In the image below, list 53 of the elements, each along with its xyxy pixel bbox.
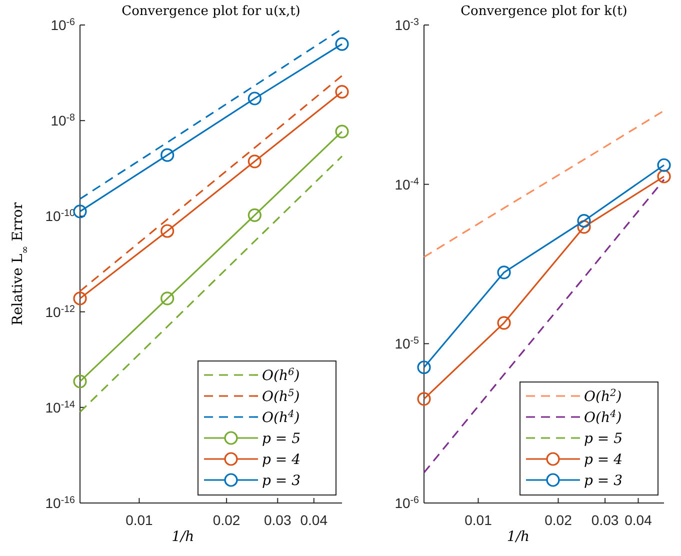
y-tick-label: 10$^{-6}$ <box>50 16 76 33</box>
x-tick-label: 0.04 <box>624 512 652 528</box>
chart-title: Convergence plot for k(t) <box>460 4 628 19</box>
legend-label: p = 3 <box>584 473 623 489</box>
point <box>160 148 174 162</box>
point <box>577 220 591 234</box>
x-tick-label: 0.03 <box>591 512 619 528</box>
x-tick-label: 0.02 <box>544 512 572 528</box>
point <box>417 360 431 374</box>
legend-label: p = 3 <box>262 473 301 489</box>
y-tick-label: 10$^{-3}$ <box>394 16 420 33</box>
x-tick-label: 0.02 <box>212 512 240 528</box>
point <box>73 374 87 388</box>
legend-label: O(h$^{4}$) <box>584 408 622 426</box>
x-axis-title: 1/h <box>506 529 530 545</box>
point <box>160 292 174 306</box>
legend-label: O(h$^{6}$) <box>262 366 300 384</box>
y-tick-label: 10$^{-12}$ <box>45 303 75 320</box>
y-tick-label: 10$^{-8}$ <box>50 112 76 129</box>
point <box>73 292 87 306</box>
x-tick-label: 0.03 <box>264 512 292 528</box>
legend-label: p = 4 <box>584 452 622 468</box>
y-tick-label: 10$^{-5}$ <box>394 335 420 352</box>
point <box>657 170 671 184</box>
point <box>248 154 262 168</box>
point <box>335 37 349 51</box>
legend-label: p = 5 <box>262 431 301 447</box>
legend-label: O(h$^{2}$) <box>584 388 622 405</box>
point <box>497 266 511 280</box>
line-series <box>423 110 665 258</box>
point <box>497 316 511 330</box>
point <box>335 124 349 138</box>
point <box>248 92 262 106</box>
point <box>417 392 431 406</box>
point <box>335 85 349 99</box>
legend-label: O(h$^{4}$) <box>262 408 300 426</box>
chart-title: Convergence plot for u(x,t) <box>122 4 300 19</box>
y-tick-label: 10$^{-16}$ <box>45 494 76 511</box>
point <box>657 158 671 172</box>
legend-label: O(h$^{5}$) <box>262 388 300 405</box>
point <box>577 214 591 228</box>
point <box>160 224 174 238</box>
legend-label: p = 4 <box>262 452 300 468</box>
x-axis-title: 1/h <box>172 529 194 545</box>
x-tick-label: 0.01 <box>464 512 492 528</box>
y-tick-label: 10$^{-4}$ <box>394 176 420 192</box>
legend-label: p = 5 <box>584 431 623 447</box>
point <box>73 204 87 218</box>
point <box>248 208 262 222</box>
x-tick-label: 0.04 <box>300 512 328 528</box>
y-tick-label: 10$^{-6}$ <box>394 494 420 511</box>
x-tick-label: 0.01 <box>126 512 154 528</box>
y-tick-label: 10$^{-14}$ <box>45 398 76 416</box>
